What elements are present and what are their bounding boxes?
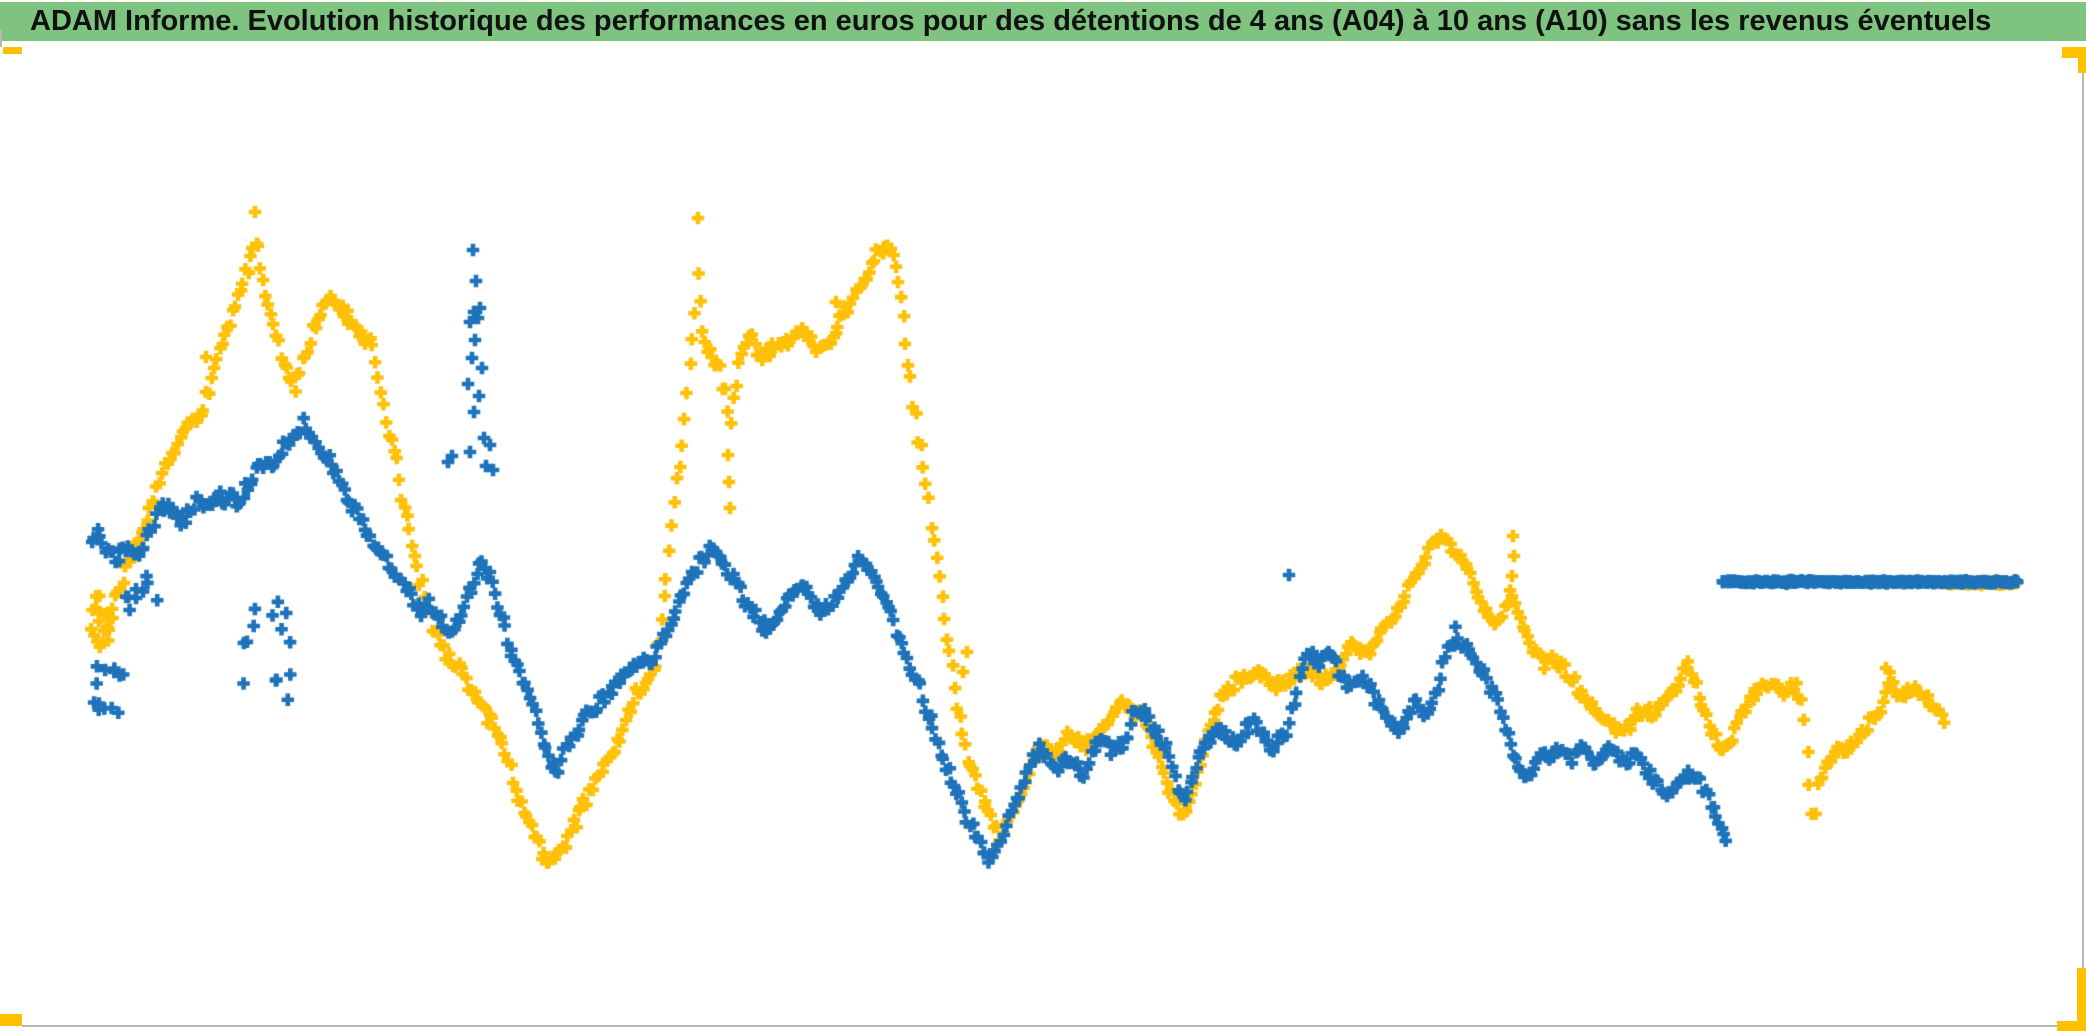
selection-handle-bottom-left[interactable] <box>0 1014 22 1026</box>
selection-handle-bottom-right-h[interactable] <box>2057 1021 2086 1031</box>
range-border-right <box>2082 73 2084 968</box>
selection-handle-bottom-right-v[interactable] <box>2077 968 2086 1031</box>
range-border-bottom <box>22 1025 2057 1027</box>
selection-handle-top-left[interactable] <box>3 47 22 54</box>
range-border-left-tick <box>0 30 2 47</box>
selection-handle-top-right-h[interactable] <box>2062 47 2086 58</box>
selection-handle-top-right-v[interactable] <box>2078 47 2086 73</box>
